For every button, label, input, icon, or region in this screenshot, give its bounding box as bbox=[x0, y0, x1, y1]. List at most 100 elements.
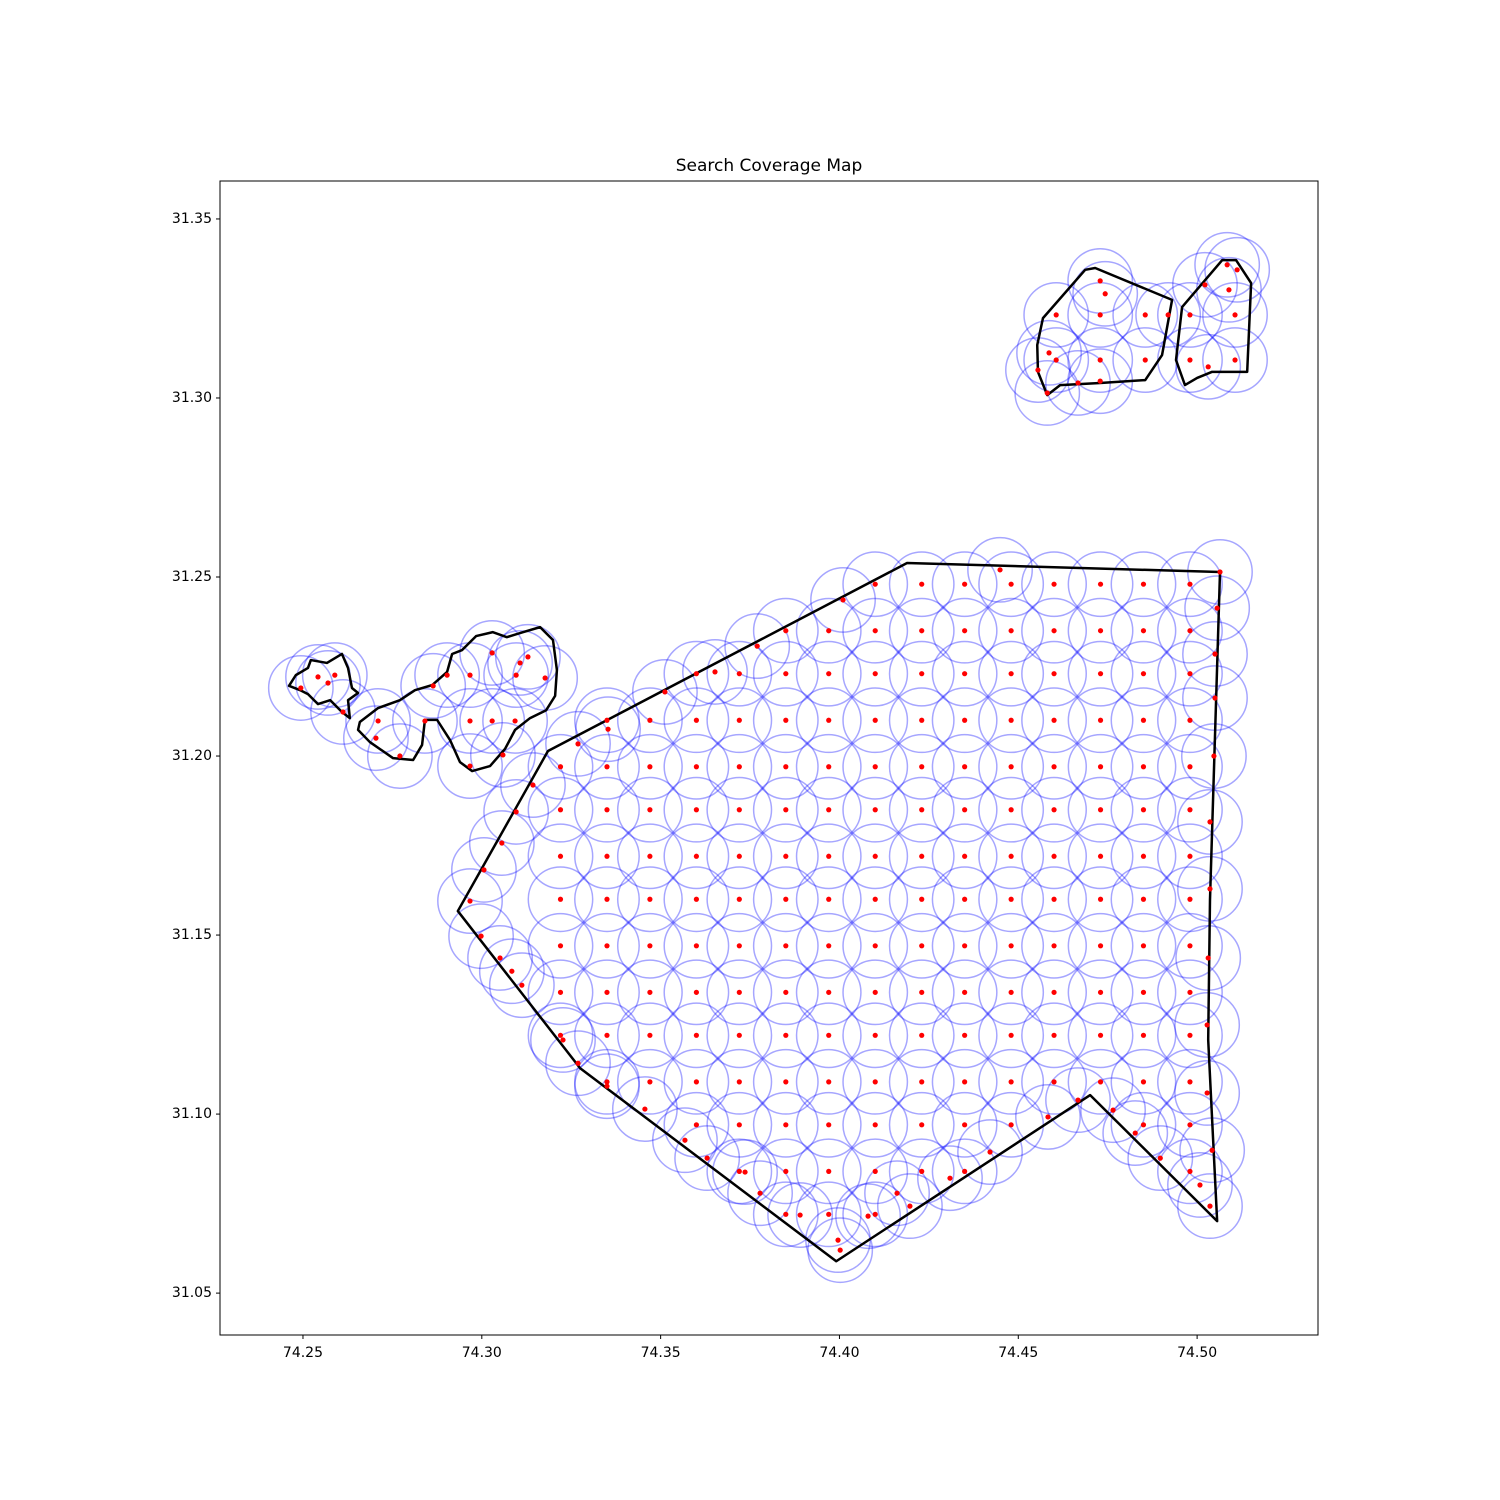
coverage-circle bbox=[842, 640, 909, 707]
coverage-circle bbox=[978, 551, 1045, 618]
y-tick-label: 31.35 bbox=[172, 211, 212, 227]
coverage-circle bbox=[487, 629, 554, 696]
search-point bbox=[489, 718, 495, 724]
search-point bbox=[467, 718, 473, 724]
search-point bbox=[1097, 807, 1104, 813]
search-point bbox=[919, 581, 925, 587]
search-point bbox=[1187, 1168, 1193, 1174]
search-point bbox=[693, 1032, 699, 1038]
coverage-circle bbox=[616, 733, 683, 800]
search-point bbox=[1008, 989, 1014, 995]
coverage-circle bbox=[706, 776, 773, 843]
search-point bbox=[783, 717, 789, 723]
search-point bbox=[1051, 764, 1057, 770]
search-point bbox=[736, 1168, 742, 1174]
coverage-circle bbox=[451, 836, 517, 903]
coverage-circle bbox=[1110, 640, 1177, 707]
search-point bbox=[1205, 955, 1211, 961]
coverage-circle bbox=[574, 733, 640, 800]
coverage-circle bbox=[468, 810, 535, 876]
search-point bbox=[704, 1155, 710, 1161]
search-point bbox=[647, 807, 653, 813]
coverage-circle bbox=[931, 733, 998, 800]
coverage-circle bbox=[663, 866, 730, 933]
search-point bbox=[1045, 1114, 1051, 1120]
coverage-circle bbox=[1067, 327, 1134, 393]
search-point bbox=[1212, 695, 1218, 701]
coverage-circle bbox=[1014, 360, 1081, 426]
coverage-circle bbox=[1067, 912, 1134, 979]
search-point bbox=[872, 1079, 878, 1085]
coverage-circle bbox=[1157, 1138, 1223, 1205]
coverage-circle bbox=[1157, 1002, 1223, 1069]
search-point bbox=[604, 807, 610, 813]
search-point bbox=[919, 853, 925, 859]
search-point bbox=[1187, 896, 1193, 902]
coverage-circle bbox=[888, 551, 955, 618]
coverage-circle bbox=[267, 655, 334, 721]
search-point bbox=[397, 753, 403, 759]
search-point bbox=[499, 840, 505, 846]
search-point bbox=[557, 1032, 564, 1038]
coverage-circle bbox=[1157, 733, 1223, 800]
coverage-circle bbox=[712, 1139, 778, 1206]
search-point bbox=[826, 1079, 832, 1085]
search-point bbox=[1207, 886, 1213, 892]
search-point bbox=[1187, 1079, 1193, 1085]
coverage-circle bbox=[842, 597, 909, 664]
search-point bbox=[604, 764, 610, 770]
coverage-circle bbox=[706, 866, 773, 933]
search-point bbox=[783, 1079, 789, 1085]
search-point bbox=[736, 1032, 742, 1038]
coverage-circle bbox=[842, 1002, 909, 1069]
coverage-circle bbox=[842, 1048, 909, 1115]
coverage-circle bbox=[611, 1076, 678, 1143]
coverage-circle bbox=[1021, 597, 1087, 664]
coverage-circle bbox=[888, 597, 955, 664]
search-point bbox=[1110, 1107, 1116, 1113]
search-point bbox=[1140, 807, 1147, 813]
coverage-circle bbox=[616, 1048, 683, 1115]
search-point bbox=[783, 628, 789, 634]
coverage-circle bbox=[663, 733, 730, 800]
coverage-circle bbox=[724, 613, 791, 680]
search-point bbox=[1214, 605, 1220, 611]
coverage-circle bbox=[1067, 959, 1134, 1026]
coverage-circle bbox=[795, 776, 862, 843]
search-point bbox=[662, 689, 668, 695]
search-point bbox=[919, 671, 925, 677]
coverage-circle bbox=[978, 733, 1045, 800]
coverage-circle bbox=[957, 1119, 1023, 1185]
coverage-circle bbox=[842, 1138, 909, 1205]
coverage-circle bbox=[752, 1002, 819, 1069]
search-point bbox=[1142, 312, 1148, 318]
coverage-circle bbox=[366, 723, 433, 789]
search-point bbox=[1051, 1032, 1057, 1038]
coverage-circle bbox=[978, 823, 1045, 890]
search-point bbox=[647, 896, 653, 902]
search-point bbox=[736, 807, 742, 813]
search-point bbox=[1140, 764, 1147, 770]
coverage-circle bbox=[931, 866, 998, 933]
coverage-circle bbox=[752, 1181, 819, 1248]
search-point bbox=[1187, 943, 1193, 949]
coverage-circle bbox=[1072, 260, 1139, 327]
coverage-circle bbox=[682, 638, 748, 705]
search-point bbox=[783, 1211, 789, 1217]
search-point bbox=[1224, 262, 1230, 268]
coverage-circle bbox=[727, 1160, 793, 1227]
coverage-circle bbox=[842, 823, 909, 890]
coverage-circle bbox=[888, 733, 955, 800]
x-tick-label: 74.25 bbox=[283, 1345, 323, 1361]
coverage-circle bbox=[835, 1183, 902, 1250]
search-point bbox=[1008, 581, 1014, 587]
search-point bbox=[1232, 357, 1238, 363]
x-tick-label: 74.45 bbox=[998, 1345, 1038, 1361]
coverage-circle bbox=[1067, 866, 1134, 933]
search-point bbox=[987, 1149, 993, 1155]
search-point bbox=[525, 654, 531, 660]
coverage-circle bbox=[1110, 597, 1177, 664]
coverage-circle bbox=[752, 597, 819, 664]
coverage-circle bbox=[1157, 687, 1223, 754]
